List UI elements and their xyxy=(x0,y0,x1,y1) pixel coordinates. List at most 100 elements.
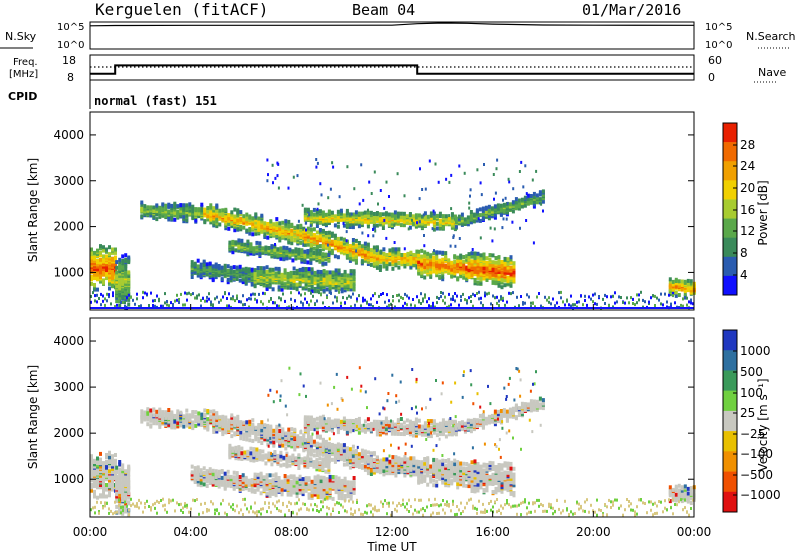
heatmap-cell xyxy=(596,302,598,306)
heatmap-cell xyxy=(285,246,289,251)
heatmap-cell xyxy=(318,233,322,238)
heatmap-cell xyxy=(282,245,286,250)
heatmap-cell xyxy=(379,249,383,254)
heatmap-cell xyxy=(453,273,457,278)
heatmap-cell xyxy=(441,268,445,272)
heatmap-cell xyxy=(383,206,386,210)
heatmap-cell xyxy=(334,277,338,282)
heatmap-cell xyxy=(143,412,147,417)
heatmap-cell xyxy=(191,204,195,209)
heatmap-cell xyxy=(196,296,198,300)
heatmap-cell xyxy=(158,411,162,416)
heatmap-cell xyxy=(677,293,681,297)
heatmap-cell xyxy=(256,266,260,270)
heatmap-cell xyxy=(254,437,258,442)
heatmap-cell xyxy=(422,299,424,303)
heatmap-cell xyxy=(143,207,147,212)
heatmap-cell xyxy=(325,281,329,286)
heatmap-cell xyxy=(215,217,219,222)
heatmap-cell xyxy=(363,451,367,456)
heatmap-cell xyxy=(325,270,329,275)
heatmap-cell xyxy=(556,301,558,305)
heatmap-cell xyxy=(170,424,174,429)
heatmap-cell xyxy=(441,214,445,219)
heatmap-cell xyxy=(357,452,361,457)
heatmap-cell xyxy=(357,244,361,249)
heatmap-cell xyxy=(115,469,119,474)
heatmap-cell xyxy=(476,269,480,273)
heatmap-cell xyxy=(127,483,131,487)
heatmap-cell xyxy=(416,221,418,225)
heatmap-cell xyxy=(348,458,352,463)
heatmap-cell xyxy=(182,424,186,429)
heatmap-cell xyxy=(318,291,320,295)
heatmap-cell xyxy=(378,268,382,272)
heatmap-cell xyxy=(310,279,314,284)
heatmap-cell xyxy=(194,414,198,419)
heatmap-cell xyxy=(230,415,234,420)
heatmap-cell xyxy=(339,211,343,215)
heatmap-cell xyxy=(456,255,460,260)
heatmap-cell xyxy=(379,458,383,463)
heatmap-cell xyxy=(191,413,195,418)
heatmap-cell xyxy=(336,239,340,244)
heatmap-cell xyxy=(194,410,198,415)
heatmap-cell xyxy=(224,207,228,212)
heatmap-cell xyxy=(429,260,433,265)
heatmap-cell xyxy=(498,304,500,307)
heatmap-cell xyxy=(300,257,304,262)
heatmap-cell xyxy=(146,208,150,213)
heatmap-cell xyxy=(354,245,358,250)
heatmap-cell xyxy=(354,464,358,468)
heatmap-cell xyxy=(93,283,96,287)
heatmap-cell xyxy=(290,222,294,227)
heatmap-cell xyxy=(255,248,259,253)
heatmap-cell xyxy=(508,291,510,295)
heatmap-cell xyxy=(372,254,376,259)
heatmap-cell xyxy=(158,407,162,412)
heatmap-cell xyxy=(277,186,280,190)
heatmap-cell xyxy=(367,234,370,238)
heatmap-cell xyxy=(382,251,386,256)
heatmap-cell xyxy=(391,457,395,462)
heatmap-cell xyxy=(671,279,675,284)
heatmap-cell xyxy=(209,205,213,210)
heatmap-cell xyxy=(386,293,388,297)
heatmap-cell xyxy=(453,266,457,271)
heatmap-cell xyxy=(417,270,421,275)
heatmap-cell xyxy=(239,225,243,229)
heatmap-cell xyxy=(387,214,391,219)
heatmap-cell xyxy=(312,227,316,232)
heatmap-cell xyxy=(391,455,395,460)
heatmap-cell xyxy=(121,474,125,479)
heatmap-cell xyxy=(284,221,288,226)
heatmap-cell xyxy=(327,253,331,257)
heatmap-cell xyxy=(508,180,511,184)
heatmap-cell xyxy=(124,262,128,267)
heatmap-cell xyxy=(375,245,379,250)
heatmap-cell xyxy=(491,276,495,281)
heatmap-cell xyxy=(268,276,272,281)
heatmap-cell xyxy=(396,211,400,216)
heatmap-cell xyxy=(191,426,195,431)
heatmap-cell xyxy=(452,298,454,301)
heatmap-cell xyxy=(435,259,439,264)
heatmap-cell xyxy=(495,167,498,171)
heatmap-cell xyxy=(450,303,452,307)
heatmap-cell xyxy=(415,249,419,254)
heatmap-cell xyxy=(128,293,130,297)
heatmap-cell xyxy=(274,176,277,180)
heatmap-cell xyxy=(237,238,241,243)
heatmap-cell xyxy=(255,240,259,245)
heatmap-cell xyxy=(280,279,284,284)
heatmap-cell xyxy=(352,269,356,274)
heatmap-cell xyxy=(152,209,156,213)
heatmap-cell xyxy=(118,283,122,287)
heatmap-cell xyxy=(377,202,379,206)
heatmap-cell xyxy=(339,208,343,213)
heatmap-cell xyxy=(318,259,322,264)
heatmap-cell xyxy=(254,212,258,217)
heatmap-cell xyxy=(448,180,451,184)
heatmap-cell xyxy=(674,290,678,295)
heatmap-cell xyxy=(245,420,249,425)
